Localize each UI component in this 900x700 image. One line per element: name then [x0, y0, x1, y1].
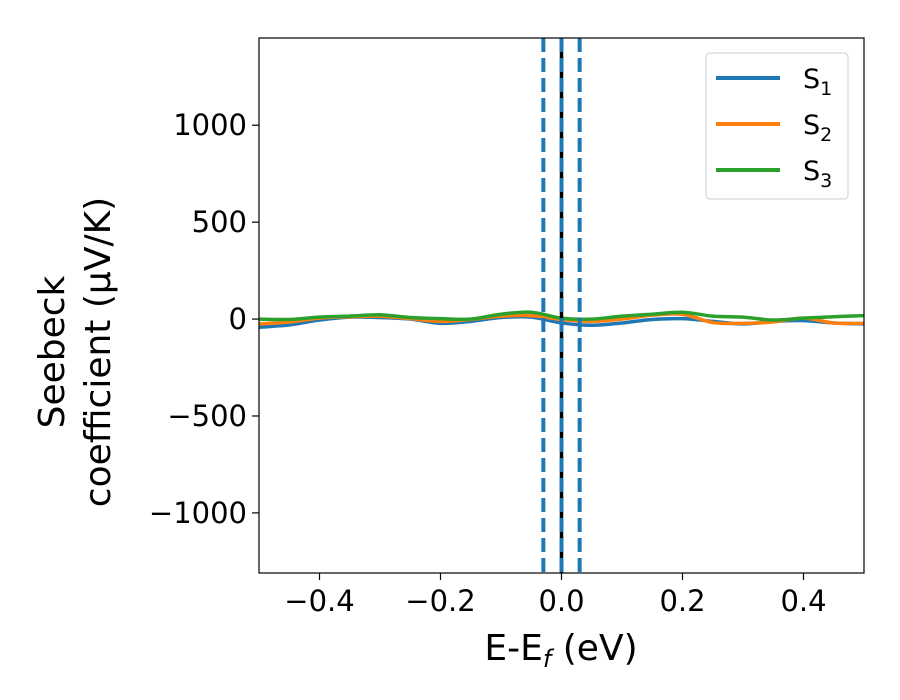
- x-tick-label: 0.2: [659, 584, 705, 618]
- y-tick-label: 0: [229, 302, 247, 336]
- legend-label-s1: S1: [803, 64, 832, 100]
- x-tick-label: −0.2: [405, 584, 475, 618]
- x-tick-label: 0.0: [538, 584, 584, 618]
- y-axis-label-line1: Seebeck: [32, 275, 73, 428]
- x-tick-label: 0.4: [780, 584, 826, 618]
- y-tick-label: −500: [167, 399, 247, 433]
- x-axis-label: E-Ef (eV): [484, 628, 637, 673]
- x-tick-label: −0.4: [284, 584, 354, 618]
- y-axis-label-line2: coefficient (μV/K): [78, 197, 119, 507]
- x-axis-label-unit: (eV): [551, 628, 637, 669]
- y-axis-label: Seebeck coefficient (μV/K): [32, 197, 119, 507]
- legend-label-s2: S2: [803, 110, 832, 146]
- y-tick-label: 1000: [173, 108, 247, 142]
- y-axis-ticks: −1000 −500 0 500 1000: [149, 108, 259, 530]
- y-tick-label: 500: [192, 205, 247, 239]
- x-axis-ticks: −0.4 −0.2 0.0 0.2 0.4: [284, 573, 827, 618]
- y-tick-label: −1000: [149, 496, 247, 530]
- vertical-reference-lines: [541, 38, 582, 573]
- legend: S1 S2 S3: [705, 52, 849, 200]
- x-axis-label-main: E-E: [484, 628, 542, 669]
- legend-label-s3: S3: [803, 156, 832, 192]
